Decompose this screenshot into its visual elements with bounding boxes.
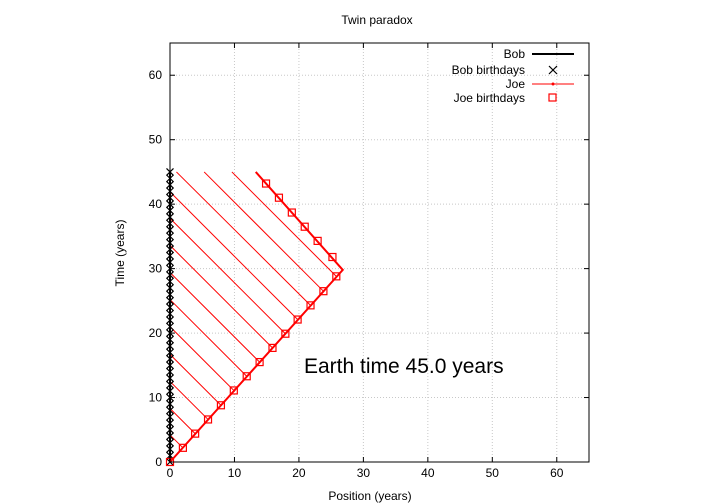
joe-birthday-marker <box>319 287 328 296</box>
y-tick-label: 50 <box>149 133 163 147</box>
signal-lines <box>169 171 337 449</box>
joe-worldline <box>169 171 345 463</box>
signal-line <box>176 171 311 306</box>
signal-line <box>169 217 286 335</box>
signal-line <box>169 245 273 349</box>
x-tick-label: 40 <box>421 466 435 480</box>
joe-birthday-marker <box>216 401 226 410</box>
joe-birthday-marker <box>332 272 341 281</box>
y-tick-label: 20 <box>149 326 163 340</box>
legend-swatch-joe-birthdays <box>548 93 557 102</box>
legend-label-bob: Bob <box>504 47 526 61</box>
chart-title: Twin paradox <box>341 13 412 27</box>
signal-line <box>169 381 209 420</box>
legend-label-joe: Joe <box>506 77 526 91</box>
y-ticks: 0 10 20 30 40 50 60 <box>149 68 589 469</box>
joe-birthday-marker <box>300 222 309 231</box>
signal-line <box>169 272 260 363</box>
x-ticks: 0 10 20 30 40 50 60 <box>167 43 564 480</box>
joe-birthday-marker <box>203 415 213 424</box>
x-tick-label: 0 <box>167 466 174 480</box>
plot-frame <box>169 42 590 463</box>
joe-birthday-marker <box>255 357 264 367</box>
legend-label-bob-birthdays: Bob birthdays <box>452 63 525 77</box>
joe-birthday-marker <box>281 329 290 338</box>
y-tick-label: 40 <box>149 197 163 211</box>
y-tick-label: 10 <box>149 391 163 405</box>
x-tick-label: 50 <box>486 466 500 480</box>
y-tick-label: 30 <box>149 262 163 276</box>
signal-line <box>169 326 235 391</box>
joe-birthday-marker <box>328 252 337 262</box>
signal-line <box>169 191 298 320</box>
x-tick-label: 10 <box>228 466 242 480</box>
signal-line <box>203 171 324 292</box>
joe-series <box>165 171 345 467</box>
grid <box>170 43 589 462</box>
joe-birthday-marker <box>191 429 200 438</box>
legend: Bob Bob birthdays Joe Joe birthdays <box>452 47 574 105</box>
joe-birthday-marker <box>268 343 277 353</box>
signal-line <box>169 299 248 377</box>
joe-birthday-marker <box>229 386 238 395</box>
joe-birthday-marker <box>313 236 322 245</box>
joe-birthday-marker <box>287 208 296 217</box>
legend-label-joe-birthdays: Joe birthdays <box>454 91 525 105</box>
legend-swatch-bob-birthdays <box>548 65 558 75</box>
joe-birthday-marker <box>306 301 315 310</box>
earth-time-annotation: Earth time 45.0 years <box>304 355 504 378</box>
signal-line <box>231 171 337 277</box>
x-axis-label: Position (years) <box>328 489 411 503</box>
joe-birthday-marker <box>242 372 251 381</box>
x-tick-label: 60 <box>550 466 564 480</box>
signal-line <box>169 408 196 434</box>
signal-line <box>169 434 184 449</box>
x-tick-label: 20 <box>292 466 306 480</box>
y-axis-label: Time (years) <box>113 220 127 287</box>
y-tick-label: 0 <box>155 455 162 469</box>
joe-birthday-marker <box>293 315 302 324</box>
legend-swatch-joe <box>532 82 574 86</box>
joe-birthday-marker <box>274 193 284 202</box>
joe-birthday-marker <box>178 443 187 452</box>
signal-line <box>169 353 222 406</box>
y-tick-label: 60 <box>149 68 163 82</box>
x-tick-label: 30 <box>357 466 371 480</box>
joe-birthday-marker <box>261 179 271 188</box>
